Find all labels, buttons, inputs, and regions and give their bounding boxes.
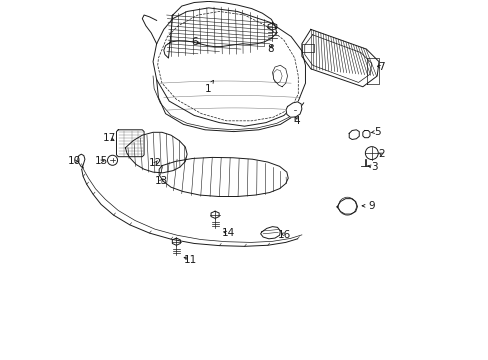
Text: 14: 14 [221, 228, 235, 238]
Polygon shape [260, 226, 280, 239]
Text: 2: 2 [377, 149, 384, 159]
Polygon shape [336, 199, 357, 214]
Polygon shape [285, 102, 301, 117]
Polygon shape [362, 131, 369, 138]
Text: 15: 15 [94, 156, 107, 166]
Polygon shape [116, 130, 144, 157]
Polygon shape [348, 130, 359, 139]
Text: 11: 11 [183, 255, 196, 265]
Polygon shape [304, 35, 371, 82]
Text: 16: 16 [278, 230, 291, 239]
Text: 9: 9 [362, 201, 374, 211]
Polygon shape [163, 1, 276, 58]
Text: 3: 3 [367, 162, 377, 172]
Text: 10: 10 [67, 156, 81, 166]
Text: 5: 5 [370, 127, 380, 136]
Polygon shape [301, 30, 378, 87]
Text: 4: 4 [293, 116, 300, 126]
Text: 7: 7 [377, 62, 384, 72]
Polygon shape [159, 157, 287, 197]
Text: 6: 6 [191, 37, 200, 47]
Polygon shape [153, 8, 305, 126]
Polygon shape [125, 132, 187, 173]
Text: 17: 17 [102, 133, 115, 143]
Text: 12: 12 [149, 158, 162, 168]
Text: 1: 1 [204, 80, 213, 94]
Text: 13: 13 [154, 176, 167, 186]
Text: 8: 8 [266, 44, 273, 54]
